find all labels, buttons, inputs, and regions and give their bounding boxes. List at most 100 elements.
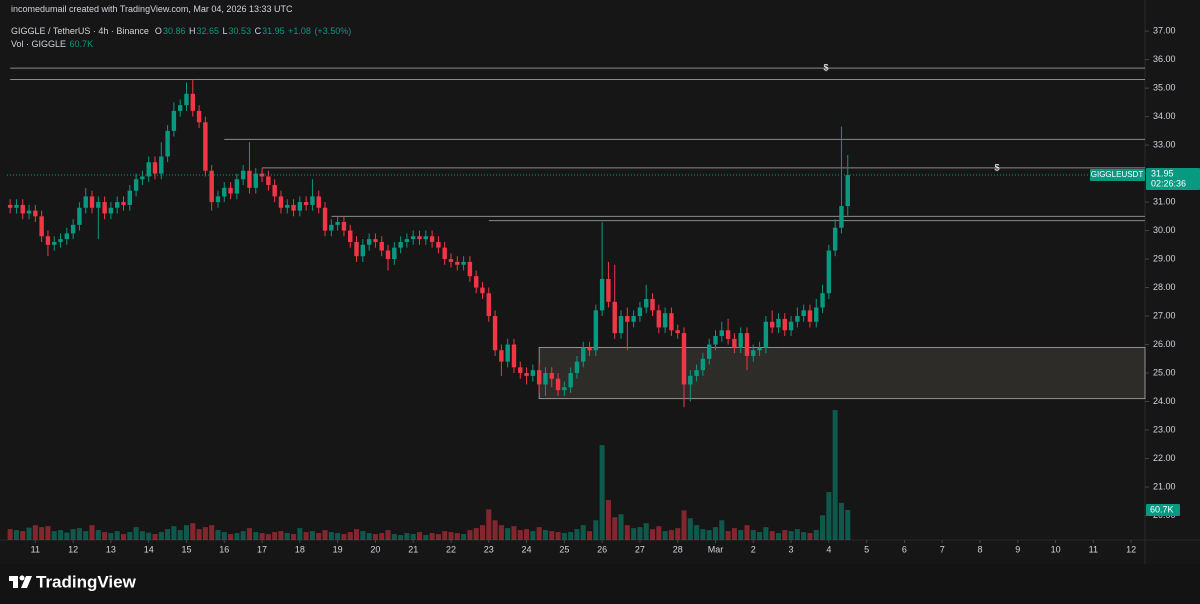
volume-bar	[744, 525, 750, 540]
volume-bar	[738, 530, 744, 540]
candle-body	[165, 130, 170, 157]
candle-body	[700, 358, 706, 371]
volume-bar	[467, 530, 473, 540]
candle-body	[826, 250, 832, 294]
y-tick-label: 35.00	[1153, 82, 1176, 92]
volume-badge: 60.7K	[1150, 504, 1174, 514]
volume-bar	[265, 534, 271, 540]
candle-body	[203, 122, 208, 171]
volume-bar	[631, 528, 637, 540]
x-tick-label: 11	[31, 544, 40, 554]
candle-body	[354, 241, 359, 257]
y-tick-label: 24.00	[1153, 396, 1176, 406]
candle-body	[795, 316, 800, 322]
volume-bar	[209, 525, 215, 540]
volume-bar	[782, 530, 788, 540]
candle-body	[839, 206, 844, 228]
volume-bar	[13, 530, 19, 540]
zone	[538, 346, 1146, 400]
y-tick-label: 26.00	[1153, 339, 1176, 349]
volume-bar	[662, 531, 668, 540]
x-tick-label: 20	[370, 544, 380, 554]
candle-body	[524, 373, 529, 376]
x-tick-label: 28	[673, 544, 683, 554]
volume-bar	[354, 529, 360, 540]
x-tick-label: 11	[1089, 544, 1098, 554]
x-tick-label: 21	[408, 544, 418, 554]
volume-bar	[316, 533, 322, 540]
volume-bar	[530, 531, 536, 540]
volume-bar	[511, 526, 517, 540]
volume-bar	[20, 531, 26, 540]
candle-body	[782, 318, 787, 331]
volume-bar	[517, 530, 523, 540]
candle-body	[442, 247, 447, 260]
brand: TradingView	[36, 572, 137, 591]
volume-bar	[335, 533, 341, 540]
volume-bar	[398, 535, 404, 540]
x-tick-label: 6	[902, 544, 907, 554]
volume-bar	[826, 492, 832, 540]
volume-bar	[612, 517, 618, 540]
x-tick-label: Mar	[708, 544, 724, 554]
volume-bar	[675, 528, 681, 540]
volume-bar	[555, 532, 561, 540]
candle-body	[316, 196, 321, 208]
volume-bar	[114, 531, 120, 540]
volume-bar	[291, 534, 297, 540]
volume-bar	[366, 533, 372, 540]
y-tick-label: 29.00	[1153, 253, 1176, 263]
candle-body	[140, 176, 145, 180]
ohlc: O30.86 H32.65 L30.53 C31.95 +1.08 (+3.50…	[155, 26, 352, 36]
candle-body	[820, 293, 825, 308]
volume-bar	[272, 532, 278, 540]
candle-body	[429, 236, 435, 242]
volume-bar	[593, 520, 599, 540]
candle-body	[329, 224, 334, 231]
volume-bar	[561, 533, 567, 540]
volume-bar	[807, 533, 813, 540]
ohlc-value: 32.65	[196, 26, 220, 36]
volume-bar	[681, 510, 687, 540]
candle-body	[297, 202, 303, 211]
y-tick-label: 25.00	[1153, 367, 1176, 377]
volume-bar	[454, 533, 460, 540]
volume-bar	[599, 445, 605, 540]
candle-body	[398, 241, 403, 248]
candle-body	[751, 350, 756, 356]
candle-body	[89, 196, 95, 208]
volume-bar	[51, 531, 57, 540]
volume-bar	[171, 526, 177, 540]
candle-body	[587, 347, 592, 351]
volume-bar	[498, 525, 504, 540]
volume-bar	[649, 529, 656, 540]
volume-bar	[146, 532, 152, 540]
candle-body	[757, 347, 762, 351]
candle-body	[631, 316, 636, 322]
volume-bar	[183, 525, 190, 540]
candle-body	[719, 330, 724, 336]
candle-body	[549, 373, 554, 379]
candle-body	[612, 301, 617, 334]
volume-bar	[423, 535, 429, 540]
volume-bar	[360, 531, 366, 540]
volume-bar	[259, 533, 265, 540]
candle-body	[77, 207, 82, 225]
logo-icon	[19, 575, 25, 581]
volume-bar	[568, 532, 574, 540]
candle-body	[473, 276, 479, 288]
candle-body	[574, 361, 580, 374]
candle-body	[467, 261, 473, 277]
candle-body	[115, 202, 120, 208]
candle-body	[738, 333, 743, 348]
candle-body	[39, 216, 44, 237]
candle-body	[310, 196, 315, 205]
volume-bar	[404, 533, 410, 540]
candle-body	[247, 170, 252, 188]
change: +1.08	[288, 26, 311, 36]
volume-bar	[246, 528, 252, 540]
volume-bar	[832, 410, 838, 540]
candle-body	[348, 230, 353, 242]
volume-bar	[700, 529, 706, 540]
